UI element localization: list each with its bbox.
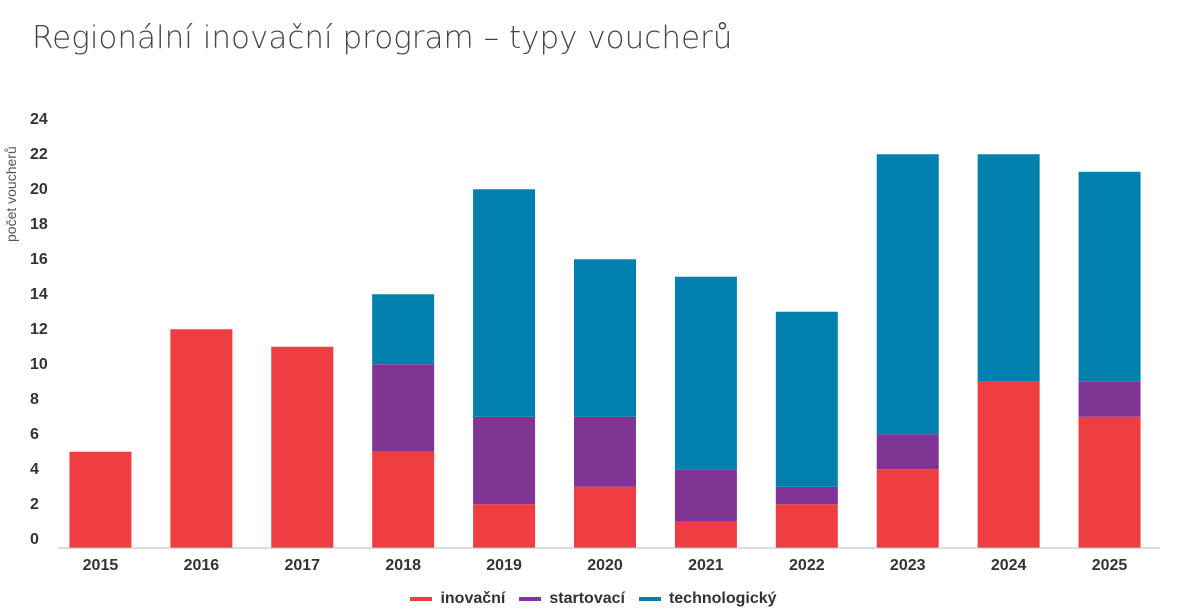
bar-2022-series-1 [775, 486, 838, 505]
legend-item-startovaci: startovací [519, 590, 625, 608]
bar-2023-series-0 [876, 469, 939, 548]
bar-2016-series-0 [170, 329, 233, 548]
bars-group [69, 154, 1141, 548]
y-tick-label: 2 [30, 496, 39, 513]
bar-2022-series-2 [775, 311, 838, 487]
x-tick-label: 2021 [688, 557, 724, 574]
bar-2021-series-0 [674, 521, 737, 548]
bar-2024-series-0 [977, 381, 1040, 548]
legend-item-technologicky: technologický [638, 590, 777, 608]
y-tick-label: 12 [30, 321, 48, 338]
bar-2020-series-0 [574, 486, 636, 548]
x-tick-label: 2016 [184, 557, 220, 574]
x-tick-label: 2017 [284, 557, 320, 574]
bar-2018-series-2 [372, 294, 435, 365]
x-ticks-group: 2015 2016 2017 2018 2019 2020 2021 2022 2023 2024… [83, 557, 1128, 574]
bar-2019-series-0 [473, 504, 536, 548]
legend-label-technologicky: technologický [668, 590, 777, 607]
bar-2020-series-1 [574, 416, 636, 487]
y-tick-label: 6 [30, 426, 39, 443]
legend-label-inovacni: inovační [440, 590, 506, 607]
legend: inovační startovací technologický [0, 590, 1187, 608]
x-tick-label: 2015 [83, 557, 119, 574]
bar-2022-series-0 [775, 504, 838, 548]
y-tick-label: 4 [30, 461, 39, 478]
bar-2024-series-2 [977, 154, 1040, 382]
y-tick-label: 0 [30, 531, 39, 548]
bar-2019-series-1 [473, 416, 536, 505]
x-tick-label: 2019 [486, 557, 522, 574]
legend-swatch-startovaci [519, 597, 542, 601]
bar-2021-series-2 [674, 276, 737, 470]
y-tick-label: 22 [30, 146, 48, 163]
x-tick-label: 2020 [587, 557, 623, 574]
bar-2018-series-0 [372, 451, 435, 548]
y-tick-label: 16 [30, 251, 48, 268]
x-tick-label: 2023 [890, 557, 926, 574]
bar-2023-series-1 [876, 434, 939, 470]
y-tick-label: 14 [30, 286, 48, 303]
legend-swatch-inovacni [410, 597, 433, 601]
y-tick-label: 8 [30, 391, 39, 408]
y-tick-label: 10 [30, 356, 48, 373]
chart-title: Regionální inovační program – typy vouch… [32, 20, 733, 56]
x-tick-label: 2018 [385, 557, 421, 574]
bar-2015-series-0 [69, 451, 132, 548]
bar-2018-series-1 [372, 364, 435, 452]
bar-2025-series-2 [1078, 171, 1141, 382]
x-tick-label: 2025 [1092, 557, 1128, 574]
x-tick-label: 2024 [991, 557, 1027, 574]
bar-2025-series-0 [1078, 416, 1141, 548]
legend-item-inovacni: inovační [410, 590, 505, 608]
legend-swatch-technologicky [638, 597, 661, 601]
bar-2021-series-1 [674, 469, 737, 522]
bar-2019-series-2 [473, 189, 536, 417]
x-tick-label: 2022 [789, 557, 825, 574]
bar-2023-series-2 [876, 154, 939, 435]
y-tick-label: 18 [30, 216, 48, 233]
bar-2025-series-1 [1078, 381, 1141, 417]
y-tick-label: 24 [30, 111, 48, 128]
bar-2020-series-2 [574, 259, 636, 417]
legend-label-startovaci: startovací [549, 590, 625, 607]
bar-2017-series-0 [271, 346, 334, 548]
y-tick-label: 20 [30, 181, 48, 198]
